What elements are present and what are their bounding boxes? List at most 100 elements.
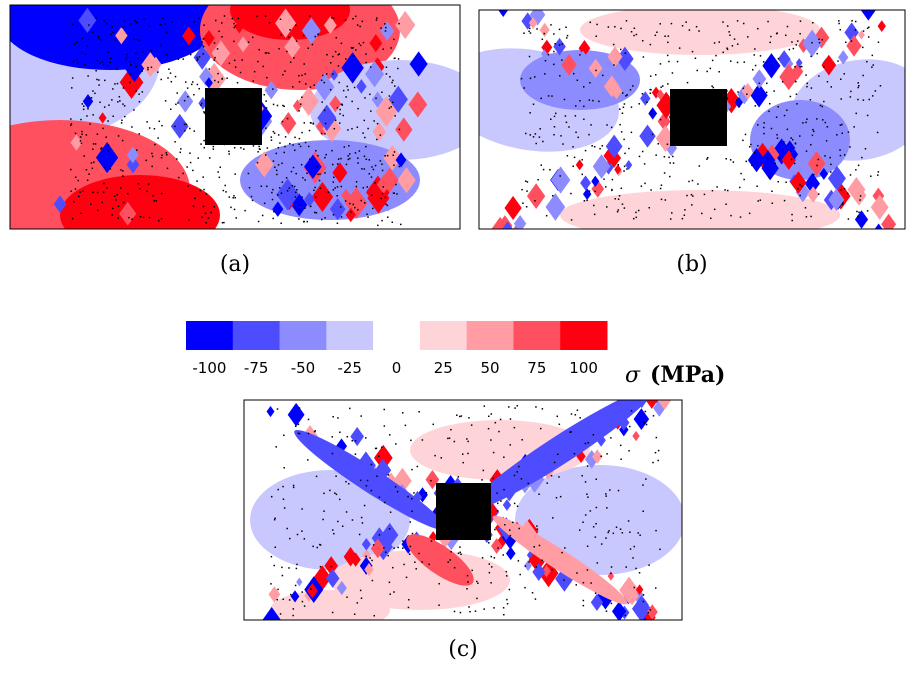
particle — [157, 71, 159, 73]
particle — [701, 212, 703, 215]
particle — [306, 172, 308, 175]
contour-spot — [53, 36, 68, 57]
particle — [534, 133, 537, 135]
particle — [158, 120, 161, 123]
particle — [202, 45, 205, 48]
particle — [307, 432, 310, 435]
particle — [710, 217, 712, 220]
particle — [786, 128, 789, 131]
particle — [93, 161, 95, 163]
particle — [566, 34, 569, 37]
particle — [137, 57, 139, 60]
particle — [351, 127, 353, 130]
particle — [397, 546, 399, 549]
particle — [691, 204, 693, 206]
particle — [337, 53, 340, 56]
particle — [394, 57, 396, 59]
particle — [97, 35, 99, 38]
contour-panel — [250, 400, 682, 620]
particle — [553, 63, 555, 66]
contour-spot — [575, 159, 584, 171]
particle — [87, 75, 89, 77]
particle — [450, 428, 452, 431]
particle — [632, 85, 634, 87]
particle — [600, 543, 603, 545]
particle — [543, 32, 546, 35]
particle — [257, 151, 259, 153]
particle — [118, 95, 121, 98]
particle — [519, 573, 521, 576]
particle — [341, 103, 343, 106]
particle — [748, 146, 751, 148]
particle — [213, 42, 216, 44]
particle — [697, 183, 699, 185]
particle — [110, 57, 112, 60]
particle — [342, 89, 345, 92]
particle — [527, 482, 530, 485]
particle — [95, 17, 97, 19]
particle — [298, 209, 300, 211]
particle — [617, 209, 620, 211]
particle — [86, 179, 89, 182]
particle — [610, 437, 612, 439]
particle — [270, 139, 273, 141]
particle — [162, 17, 164, 19]
particle — [282, 485, 284, 488]
particle — [822, 66, 825, 68]
particle — [508, 588, 511, 591]
particle — [235, 217, 237, 219]
particle — [557, 453, 559, 456]
particle — [837, 60, 839, 62]
particle — [541, 559, 543, 562]
particle — [573, 452, 576, 455]
particle — [539, 128, 541, 130]
particle — [854, 20, 857, 23]
particle — [165, 152, 168, 154]
particle — [532, 136, 535, 138]
particle — [337, 65, 340, 67]
particle — [783, 141, 785, 143]
particle — [471, 569, 473, 572]
particle — [453, 566, 456, 569]
contour-spot — [532, 563, 546, 582]
particle — [650, 189, 652, 191]
particle — [283, 151, 285, 154]
particle — [100, 39, 103, 41]
particle — [283, 466, 285, 469]
particle — [754, 48, 756, 50]
particle — [812, 130, 815, 133]
particle — [72, 61, 74, 63]
particle — [167, 77, 169, 79]
particle — [615, 526, 618, 528]
particle — [638, 103, 641, 105]
particle — [340, 216, 343, 218]
contour-spot — [782, 56, 794, 72]
particle — [649, 75, 652, 77]
particle — [334, 119, 337, 121]
particle — [586, 199, 588, 202]
particle — [234, 66, 237, 68]
particle — [812, 22, 814, 24]
particle — [623, 207, 626, 209]
particle — [799, 183, 801, 186]
particle — [811, 41, 813, 44]
particle — [871, 95, 874, 97]
particle — [816, 118, 818, 120]
particle — [830, 171, 832, 173]
particle — [334, 50, 337, 53]
particle — [203, 139, 205, 142]
particle — [633, 586, 635, 589]
contour-spot — [126, 155, 140, 174]
particle — [377, 455, 380, 457]
particle — [648, 206, 651, 209]
particle — [219, 166, 222, 168]
colorbar-cell — [560, 321, 608, 350]
particle — [188, 219, 190, 221]
particle — [756, 185, 758, 188]
colorbar-tick-label: 75 — [527, 359, 546, 377]
contour-spot — [78, 7, 97, 33]
particle — [778, 157, 781, 160]
particle — [355, 49, 357, 51]
contour-spot — [760, 149, 776, 171]
particle — [312, 122, 314, 125]
